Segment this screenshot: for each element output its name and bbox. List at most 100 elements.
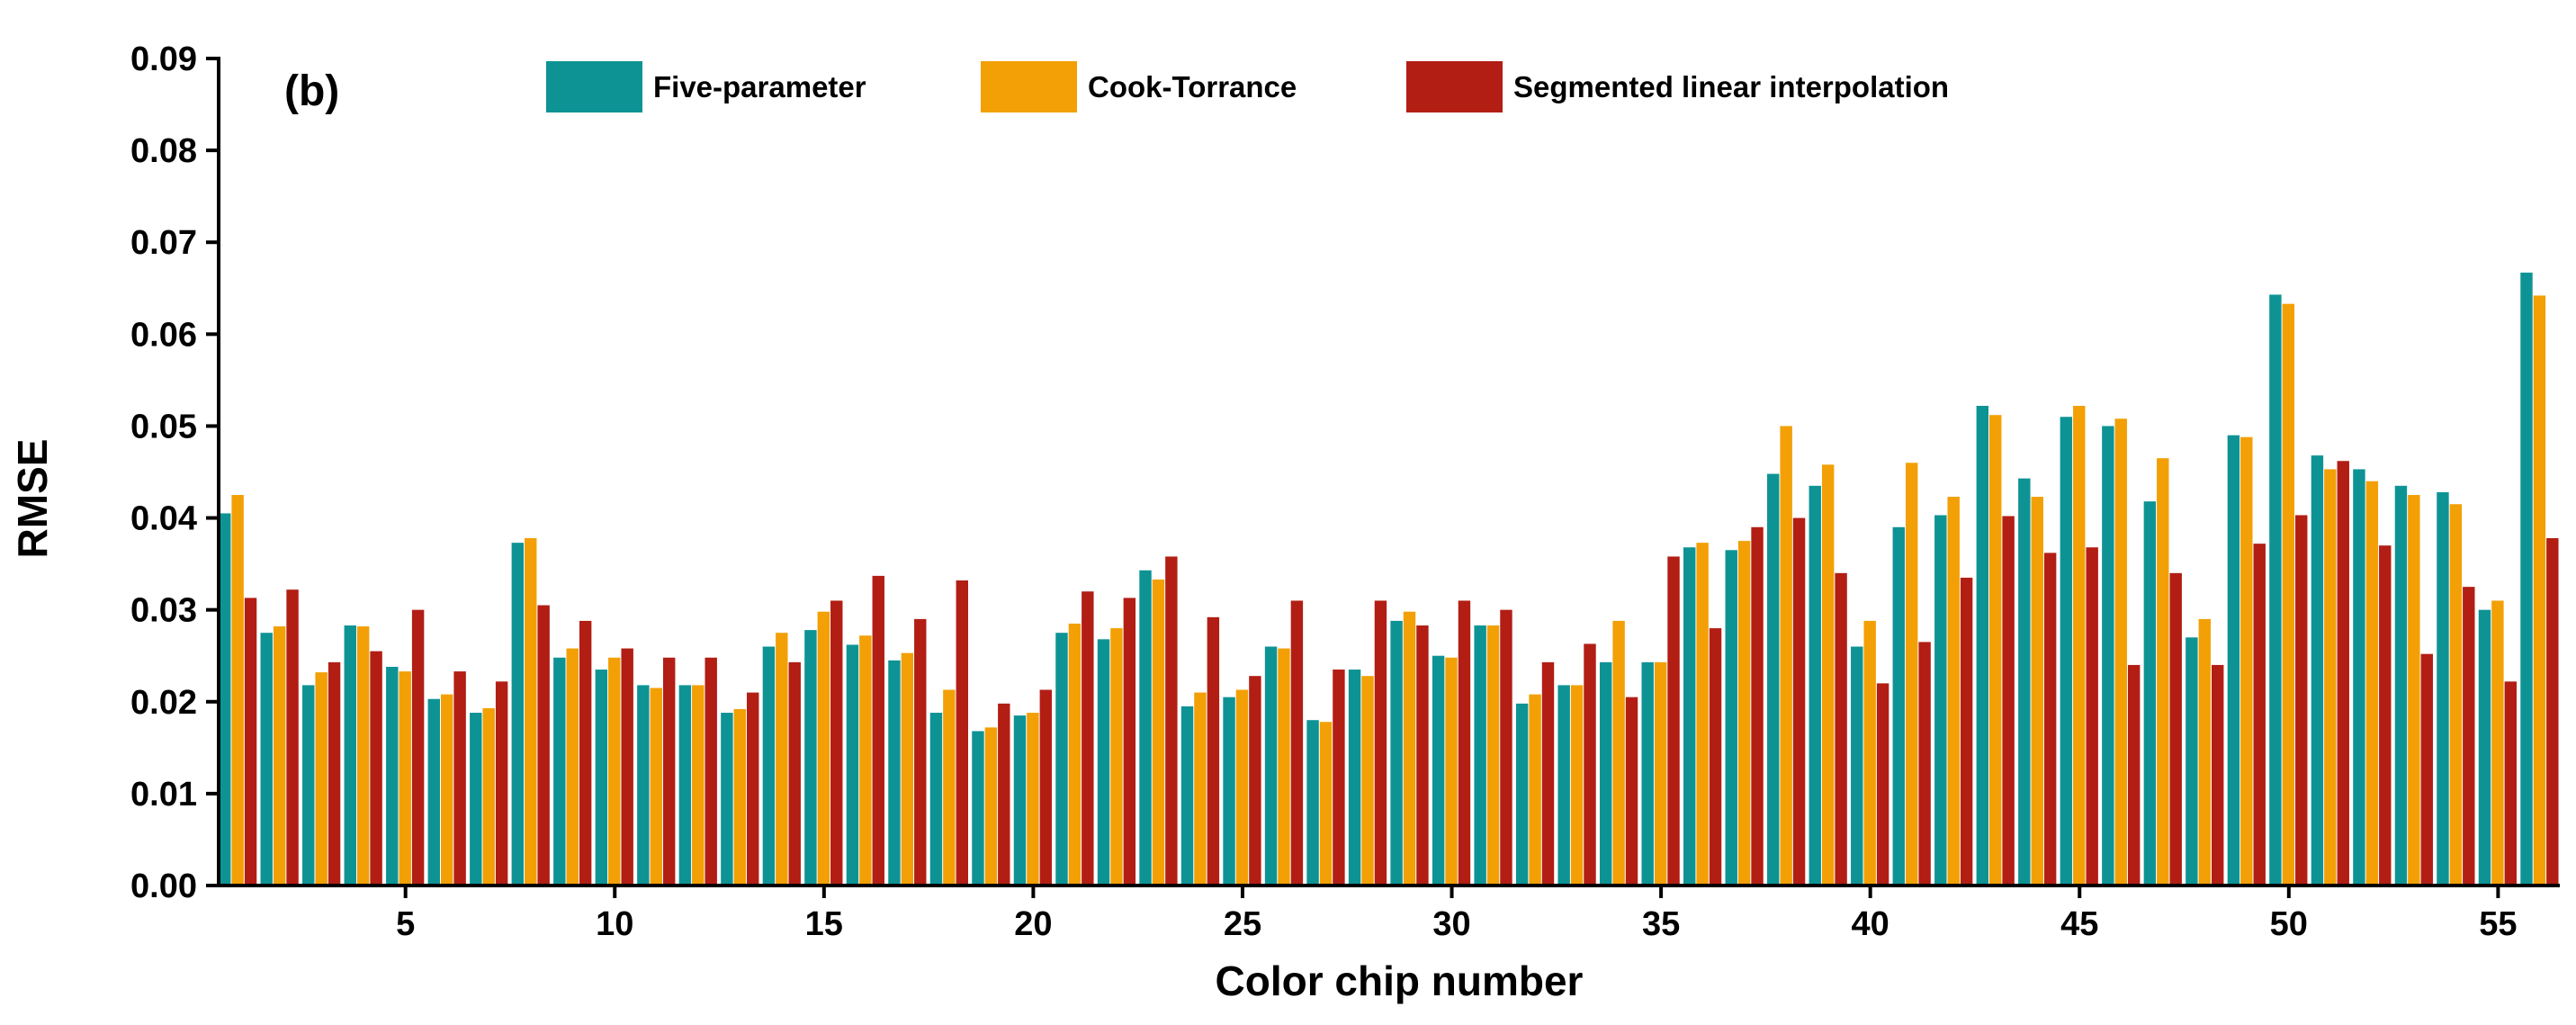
bar-segmented-linear-interpolation-13	[747, 692, 759, 886]
bar-cook-torrance-37	[1737, 541, 1751, 886]
bar-five-parameter-11	[637, 685, 650, 886]
bar-cook-torrance-56	[2533, 295, 2546, 886]
legend-label-cook-torrance: Cook-Torrance	[1088, 70, 1297, 103]
x-tick-label: 30	[1432, 905, 1470, 943]
bar-five-parameter-17	[888, 660, 901, 886]
bar-cook-torrance-25	[1235, 689, 1249, 886]
bar-segmented-linear-interpolation-20	[1039, 689, 1053, 886]
bar-five-parameter-14	[762, 646, 776, 886]
bar-cook-torrance-11	[650, 688, 662, 886]
bar-cook-torrance-13	[733, 708, 747, 886]
bar-segmented-linear-interpolation-54	[2463, 587, 2475, 886]
bar-cook-torrance-23	[1152, 579, 1165, 886]
bar-cook-torrance-40	[1863, 620, 1876, 886]
bar-segmented-linear-interpolation-29	[1416, 625, 1429, 886]
bar-five-parameter-27	[1306, 720, 1319, 886]
bar-cook-torrance-16	[859, 635, 872, 886]
bar-five-parameter-19	[972, 731, 984, 886]
bar-cook-torrance-48	[2198, 618, 2211, 886]
bar-cook-torrance-41	[1905, 463, 1918, 886]
bar-five-parameter-21	[1055, 633, 1068, 886]
bar-five-parameter-4	[344, 625, 356, 886]
bar-segmented-linear-interpolation-21	[1082, 591, 1094, 886]
bar-cook-torrance-4	[356, 626, 370, 886]
bar-segmented-linear-interpolation-8	[537, 605, 550, 886]
bar-five-parameter-18	[929, 713, 943, 886]
bar-segmented-linear-interpolation-32	[1541, 661, 1555, 886]
bar-cook-torrance-39	[1821, 464, 1835, 886]
bar-cook-torrance-7	[482, 707, 495, 886]
x-tick-label: 10	[596, 905, 633, 943]
bar-segmented-linear-interpolation-24	[1207, 616, 1220, 886]
bar-five-parameter-26	[1264, 646, 1278, 886]
bar-five-parameter-3	[302, 685, 315, 886]
y-tick-label: 0.01	[130, 776, 197, 814]
bar-segmented-linear-interpolation-37	[1751, 526, 1764, 886]
bar-segmented-linear-interpolation-48	[2212, 664, 2224, 886]
bar-segmented-linear-interpolation-31	[1500, 609, 1512, 886]
bar-segmented-linear-interpolation-52	[2379, 545, 2392, 886]
bar-five-parameter-22	[1097, 639, 1110, 886]
bar-five-parameter-34	[1599, 661, 1612, 886]
y-tick-label: 0.02	[130, 684, 197, 722]
bar-cook-torrance-34	[1612, 620, 1625, 886]
bar-segmented-linear-interpolation-11	[662, 657, 676, 886]
bar-five-parameter-20	[1013, 715, 1027, 886]
y-ticks: 0.00 0.01 0.02 0.03 0.04 0.05 0.06 0.07 0.08 0.09	[130, 40, 219, 905]
bar-segmented-linear-interpolation-19	[998, 703, 1010, 886]
x-tick-label: 40	[1852, 905, 1889, 943]
bar-five-parameter-55	[2478, 609, 2491, 886]
bar-cook-torrance-2	[273, 626, 286, 886]
bar-five-parameter-44	[2018, 478, 2031, 886]
bar-five-parameter-10	[595, 670, 608, 886]
bar-five-parameter-53	[2394, 485, 2408, 886]
bar-segmented-linear-interpolation-6	[453, 671, 466, 886]
bar-segmented-linear-interpolation-30	[1458, 600, 1471, 886]
bar-cook-torrance-51	[2324, 469, 2337, 886]
bar-segmented-linear-interpolation-28	[1374, 600, 1387, 886]
y-tick-label: 0.03	[130, 592, 197, 630]
bar-five-parameter-25	[1223, 697, 1235, 886]
bar-five-parameter-15	[804, 630, 817, 886]
bar-five-parameter-13	[721, 713, 733, 886]
bar-cook-torrance-54	[2449, 504, 2463, 886]
bar-segmented-linear-interpolation-7	[495, 681, 508, 886]
bar-five-parameter-40	[1851, 646, 1863, 886]
bar-cook-torrance-43	[1989, 415, 2002, 886]
bar-cook-torrance-53	[2408, 495, 2420, 886]
y-tick-label: 0.09	[130, 40, 197, 78]
bar-cook-torrance-35	[1654, 661, 1667, 886]
x-ticks: 5 10 15 20 25 30 35 40 45 50 55	[396, 886, 2518, 943]
bar-cook-torrance-46	[2114, 418, 2127, 886]
bar-segmented-linear-interpolation-18	[956, 580, 968, 886]
bar-five-parameter-56	[2520, 272, 2533, 886]
bar-five-parameter-28	[1348, 670, 1361, 886]
bar-five-parameter-51	[2311, 455, 2324, 886]
bar-segmented-linear-interpolation-26	[1290, 600, 1304, 886]
y-tick-label: 0.04	[130, 500, 197, 538]
bar-five-parameter-32	[1515, 703, 1529, 886]
legend: Five-parameter Cook-Torrance Segmented lin…	[546, 61, 1949, 112]
bars-layer	[219, 272, 2559, 886]
bar-five-parameter-41	[1892, 526, 1905, 886]
bar-segmented-linear-interpolation-56	[2546, 538, 2559, 886]
bar-segmented-linear-interpolation-50	[2295, 515, 2308, 886]
bar-segmented-linear-interpolation-25	[1249, 676, 1261, 886]
bar-segmented-linear-interpolation-47	[2169, 572, 2182, 886]
bar-cook-torrance-55	[2491, 600, 2504, 886]
x-tick-label: 45	[2060, 905, 2098, 943]
bar-cook-torrance-19	[984, 727, 998, 886]
x-tick-label: 50	[2270, 905, 2308, 943]
bar-segmented-linear-interpolation-14	[788, 661, 801, 886]
bar-cook-torrance-6	[440, 694, 453, 886]
bar-five-parameter-7	[470, 713, 482, 886]
bar-five-parameter-1	[219, 513, 231, 886]
bar-segmented-linear-interpolation-27	[1333, 670, 1345, 886]
x-axis-title: Color chip number	[1216, 958, 1584, 1004]
bar-segmented-linear-interpolation-43	[2002, 516, 2015, 886]
bar-cook-torrance-26	[1278, 648, 1290, 886]
bar-cook-torrance-30	[1445, 657, 1458, 886]
bar-cook-torrance-44	[2031, 497, 2043, 886]
